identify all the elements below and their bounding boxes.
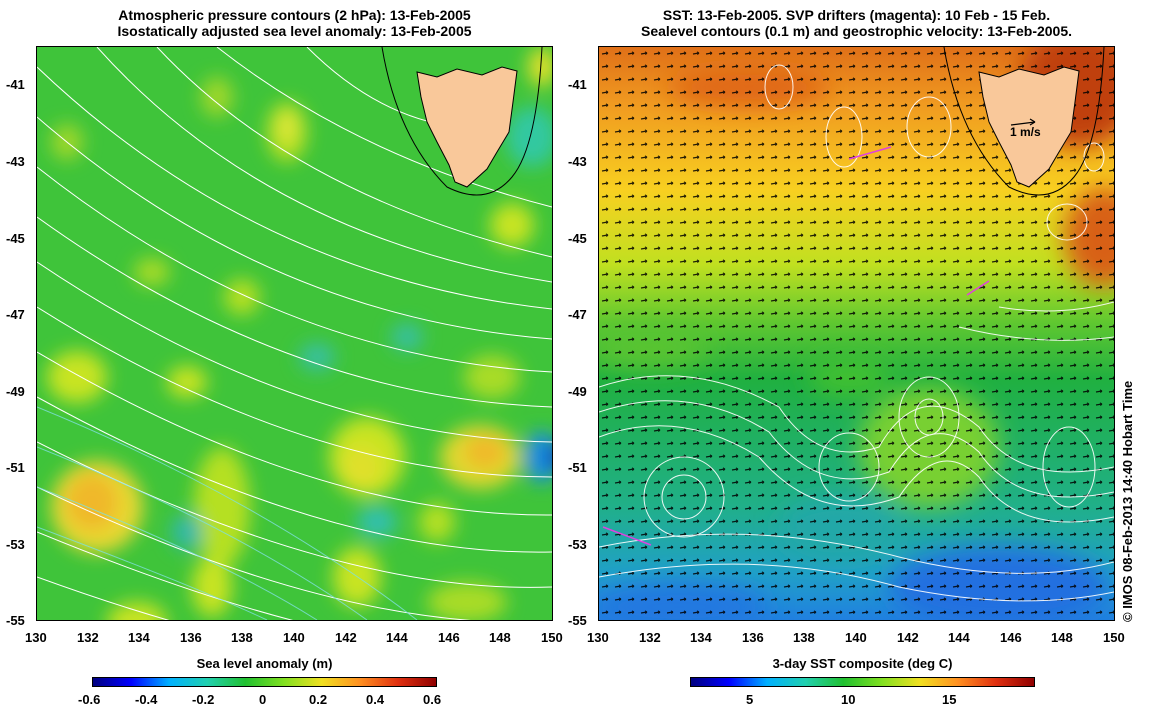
left-lon-tick: 136	[180, 630, 202, 645]
right-title-line1: SST: 13-Feb-2005. SVP drifters (magenta)…	[662, 7, 1051, 23]
sealevel-contours	[599, 64, 1114, 602]
left-lon-tick: 142	[335, 630, 357, 645]
right-lat-tick: -53	[568, 537, 587, 552]
sla-colorbar-tick: 0.4	[366, 692, 385, 707]
sst-colorbar	[690, 677, 1035, 687]
sea-level-map-svg	[37, 47, 552, 620]
sla-colorbar-tick: 0	[259, 692, 267, 707]
left-lat-tick: -51	[6, 460, 25, 475]
left-title-line2: Isostatically adjusted sea level anomaly…	[117, 23, 472, 39]
sla-colorbar-tick: 0.2	[309, 692, 328, 707]
sst-colorbar-tick: 15	[942, 692, 957, 707]
left-lon-tick: 130	[25, 630, 47, 645]
left-title-line1: Atmospheric pressure contours (2 hPa): 1…	[118, 7, 471, 23]
sst-map-svg	[599, 47, 1114, 620]
right-lon-tick: 130	[587, 630, 609, 645]
cyan-contours	[37, 406, 418, 620]
left-lat-tick: -53	[6, 537, 25, 552]
right-lat-tick: -43	[568, 154, 587, 169]
sla-colorbar-tick: -0.4	[135, 692, 158, 707]
right-lon-tick: 140	[845, 630, 867, 645]
left-lon-tick: 132	[77, 630, 99, 645]
right-lat-tick: -55	[568, 613, 587, 628]
velocity-scale-label: 1 m/s	[1010, 125, 1041, 139]
sla-colorbar-tick: -0.6	[78, 692, 101, 707]
right-lon-tick: 134	[690, 630, 712, 645]
sst-colorbar-tick: 10	[841, 692, 856, 707]
sla-colorbar-title: Sea level anomaly (m)	[196, 656, 333, 671]
right-lon-tick: 144	[948, 630, 970, 645]
sst-map	[598, 46, 1115, 621]
left-lon-tick: 148	[489, 630, 511, 645]
right-lon-tick: 142	[897, 630, 919, 645]
right-lon-tick: 148	[1051, 630, 1073, 645]
imos-credit: © IMOS 08-Feb-2013 14:40 Hobart Time	[1120, 380, 1135, 622]
svp-drifters	[602, 146, 990, 546]
sla-colorbar-tick: -0.2	[192, 692, 215, 707]
right-lat-tick: -49	[568, 384, 587, 399]
left-lat-tick: -41	[6, 77, 25, 92]
right-lon-tick: 138	[793, 630, 815, 645]
left-lat-tick: -49	[6, 384, 25, 399]
right-lat-tick: -47	[568, 307, 587, 322]
left-lon-tick: 134	[128, 630, 150, 645]
right-lon-tick: 146	[1000, 630, 1022, 645]
left-lat-tick: -47	[6, 307, 25, 322]
sla-colorbar	[92, 677, 437, 687]
tasmania-left	[381, 47, 543, 196]
right-lon-tick: 150	[1103, 630, 1125, 645]
sla-colorbar-tick: 0.6	[423, 692, 442, 707]
left-lat-tick: -55	[6, 613, 25, 628]
left-lon-tick: 140	[283, 630, 305, 645]
right-lon-tick: 136	[742, 630, 764, 645]
velocity-scale-arrow	[1010, 121, 1036, 126]
right-lat-tick: -51	[568, 460, 587, 475]
left-lon-tick: 150	[541, 630, 563, 645]
right-lat-tick: -41	[568, 77, 587, 92]
sst-colorbar-tick: 5	[746, 692, 754, 707]
left-lon-tick: 138	[231, 630, 253, 645]
left-lat-tick: -43	[6, 154, 25, 169]
right-lon-tick: 132	[639, 630, 661, 645]
right-lat-tick: -45	[568, 231, 587, 246]
sea-level-map	[36, 46, 553, 621]
sst-colorbar-title: 3-day SST composite (deg C)	[772, 656, 953, 671]
right-title-line2: Sealevel contours (0.1 m) and geostrophi…	[640, 23, 1073, 39]
left-lat-tick: -45	[6, 231, 25, 246]
left-lon-tick: 144	[386, 630, 408, 645]
tasmania-right	[943, 47, 1105, 196]
left-lon-tick: 146	[438, 630, 460, 645]
